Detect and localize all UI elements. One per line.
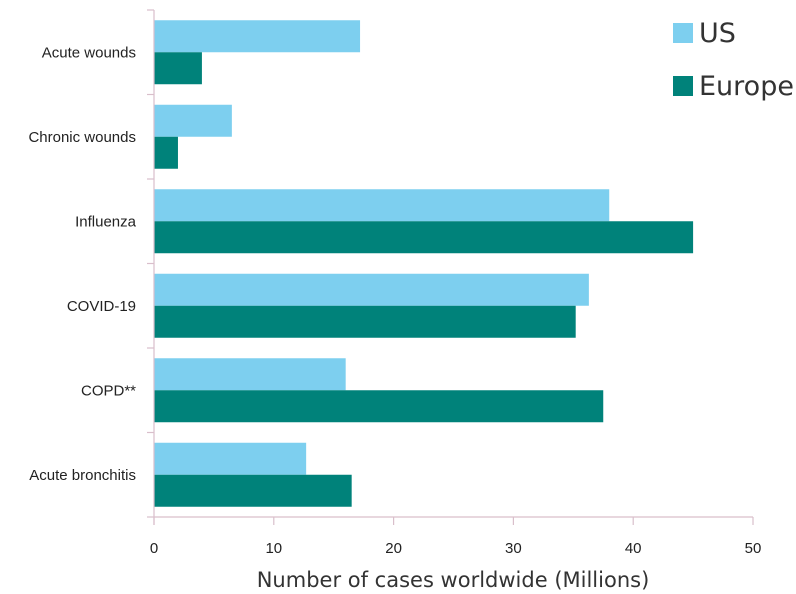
category-label: Acute wounds [42,44,136,61]
category-labels: Acute wounds Chronic wounds Influenza COVID… [28,9,154,518]
bar-us-5 [154,442,307,475]
bar-europe-0 [154,52,202,85]
legend-label-us: US [699,18,736,49]
x-tick-label: 10 [265,540,282,557]
x-tick-label: 0 [150,540,158,557]
category-label: Chronic wounds [28,129,136,146]
category-label: Acute bronchitis [29,467,136,484]
x-axis-title: Number of cases worldwide (Millions) [257,568,650,592]
bar-us-2 [154,189,610,222]
legend: US Europe [673,18,794,102]
x-tick-label: 30 [505,540,522,557]
bar-europe-5 [154,474,352,507]
bar-europe-2 [154,221,694,254]
legend-label-europe: Europe [699,71,794,102]
legend-swatch-us [673,23,693,43]
x-tick-label: 20 [385,540,402,557]
x-tick-label: 50 [745,540,762,557]
x-tick-label: 40 [625,540,642,557]
x-axis-ticks: 0 10 20 30 40 50 [150,517,762,557]
bar-europe-3 [154,305,576,338]
category-label: COVID-19 [67,298,136,315]
legend-swatch-europe [673,76,693,96]
category-label: Influenza [75,213,137,230]
bar-us-1 [154,104,232,137]
category-label: COPD** [81,382,136,399]
bar-europe-4 [154,390,604,423]
bar-us-0 [154,20,361,53]
bar-us-3 [154,273,589,306]
bars-layer [154,20,694,507]
bar-europe-1 [154,136,178,169]
bar-us-4 [154,358,346,391]
